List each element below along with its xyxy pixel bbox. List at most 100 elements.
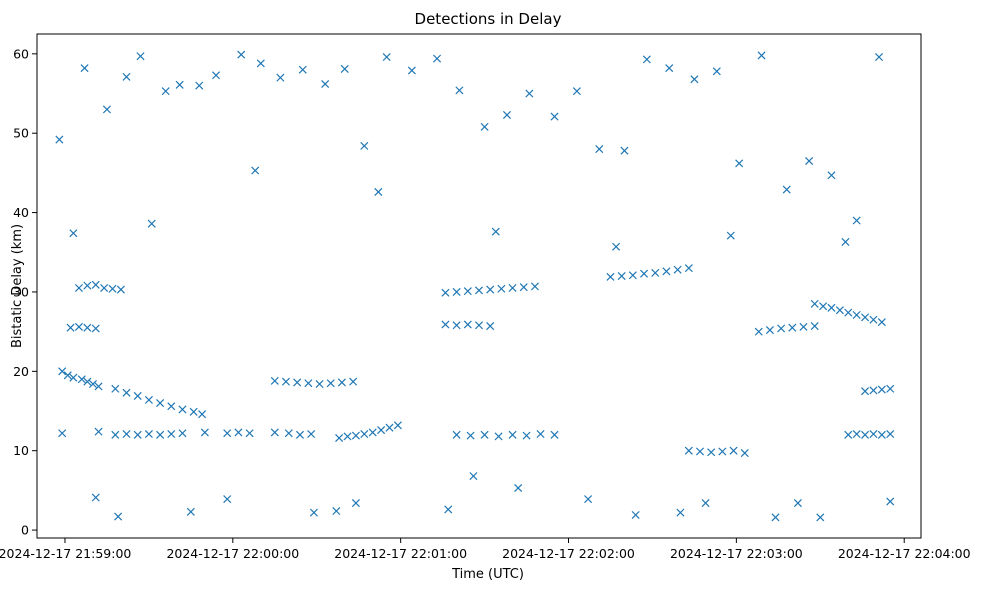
track-12-point <box>754 327 763 336</box>
track-2-point <box>167 430 176 439</box>
track-9-point <box>522 431 531 440</box>
y-axis: 0 10 20 30 40 50 60 <box>13 46 37 538</box>
scatter-point <box>276 73 285 82</box>
scatter-point <box>726 231 735 240</box>
scatter-point <box>298 65 307 74</box>
track-14-point <box>877 430 886 439</box>
scatter-point <box>122 72 131 81</box>
scatter-point <box>69 229 78 238</box>
track-4-point <box>74 322 83 331</box>
scatter-point <box>701 499 710 508</box>
track-10-point <box>617 272 626 281</box>
track-9-point <box>480 430 489 439</box>
track-1-point <box>167 402 176 411</box>
track-14-point <box>852 430 861 439</box>
track-7-point <box>452 287 461 296</box>
x-axis-label: Time (UTC) <box>451 567 524 582</box>
scatter-point <box>80 64 89 73</box>
scatter-point <box>237 50 246 59</box>
track-0-point <box>94 382 103 391</box>
track-7-point <box>519 283 528 292</box>
scatter-point <box>147 219 156 228</box>
track-15-point <box>861 387 870 396</box>
track-5-point <box>270 376 279 385</box>
track-2-point <box>234 428 243 437</box>
scatter-point <box>212 71 221 80</box>
y-tick-label: 20 <box>13 364 29 379</box>
x-tick-label: 2024-12-17 21:59:00 <box>0 546 131 561</box>
track-1-point <box>189 407 198 416</box>
scatter-point <box>735 159 744 168</box>
scatter-point <box>712 67 721 76</box>
track-2-point <box>178 429 187 438</box>
track-10-point <box>640 269 649 278</box>
track-7-point <box>508 283 517 293</box>
track-7-point <box>474 286 484 295</box>
scatter-point <box>584 495 593 504</box>
track-4-point <box>83 323 92 332</box>
track-5-point <box>304 379 313 388</box>
track-2-point <box>223 429 232 438</box>
track-1-point <box>198 410 207 419</box>
scatter-point <box>572 87 581 96</box>
scatter-point <box>676 508 685 517</box>
scatter-point <box>195 81 204 90</box>
track-6-point <box>368 428 377 437</box>
track-5-point <box>326 379 335 388</box>
scatter-point <box>351 499 360 508</box>
track-10-point <box>606 272 615 281</box>
x-tick-label: 2024-12-17 22:01:00 <box>334 546 467 561</box>
scatter-point <box>852 216 861 225</box>
track-14-point <box>886 430 895 439</box>
y-tick-label: 60 <box>13 46 29 61</box>
track-12-point <box>777 324 786 333</box>
scatter-point <box>690 75 699 84</box>
scatter-point <box>886 497 895 506</box>
scatter-point <box>642 55 651 64</box>
y-tick-label: 10 <box>13 443 29 458</box>
scatter-point <box>771 513 780 522</box>
track-13-point <box>869 315 878 324</box>
track-1-point <box>178 405 187 414</box>
scatter-point <box>514 483 523 493</box>
scatter-point <box>407 66 416 75</box>
scatter-point <box>433 54 442 63</box>
track-13-point <box>835 306 844 315</box>
scatter-point <box>444 505 453 514</box>
scatter-point <box>175 80 184 89</box>
track-7-point <box>530 282 539 291</box>
track-14-point <box>869 430 878 439</box>
track-12-point <box>810 322 819 331</box>
track-12-point <box>765 326 774 335</box>
scatter-point <box>332 506 341 516</box>
scatter-point <box>161 87 170 96</box>
scatter-point <box>374 187 383 196</box>
track-1-point <box>156 399 165 408</box>
track-7-point <box>463 287 472 296</box>
scatter-point <box>340 64 349 73</box>
track-3-point <box>116 285 125 294</box>
track-10-point <box>673 265 682 274</box>
x-tick-label: 2024-12-17 22:03:00 <box>670 546 803 561</box>
track-14-point <box>844 430 853 439</box>
scatter-point <box>595 145 604 154</box>
track-0-point <box>77 375 86 384</box>
track-9-point <box>452 430 461 439</box>
y-tick-label: 0 <box>21 523 29 538</box>
scatter-point <box>55 135 64 144</box>
scatter-point <box>186 507 195 516</box>
track-0-point <box>69 373 78 382</box>
track-13-point <box>861 313 870 322</box>
track-2-point <box>156 430 165 439</box>
track-9-point <box>494 432 503 441</box>
track-13-point <box>844 308 853 317</box>
scatter-point <box>525 89 534 98</box>
track-11-point <box>695 447 705 456</box>
track-5-point <box>337 378 346 387</box>
x-tick-label: 2024-12-17 22:02:00 <box>502 546 635 561</box>
track-5-point <box>349 377 358 386</box>
track-7-point <box>497 284 506 293</box>
track-13-point <box>819 302 828 311</box>
track-6-point <box>343 432 352 441</box>
scatter-point <box>455 86 464 95</box>
